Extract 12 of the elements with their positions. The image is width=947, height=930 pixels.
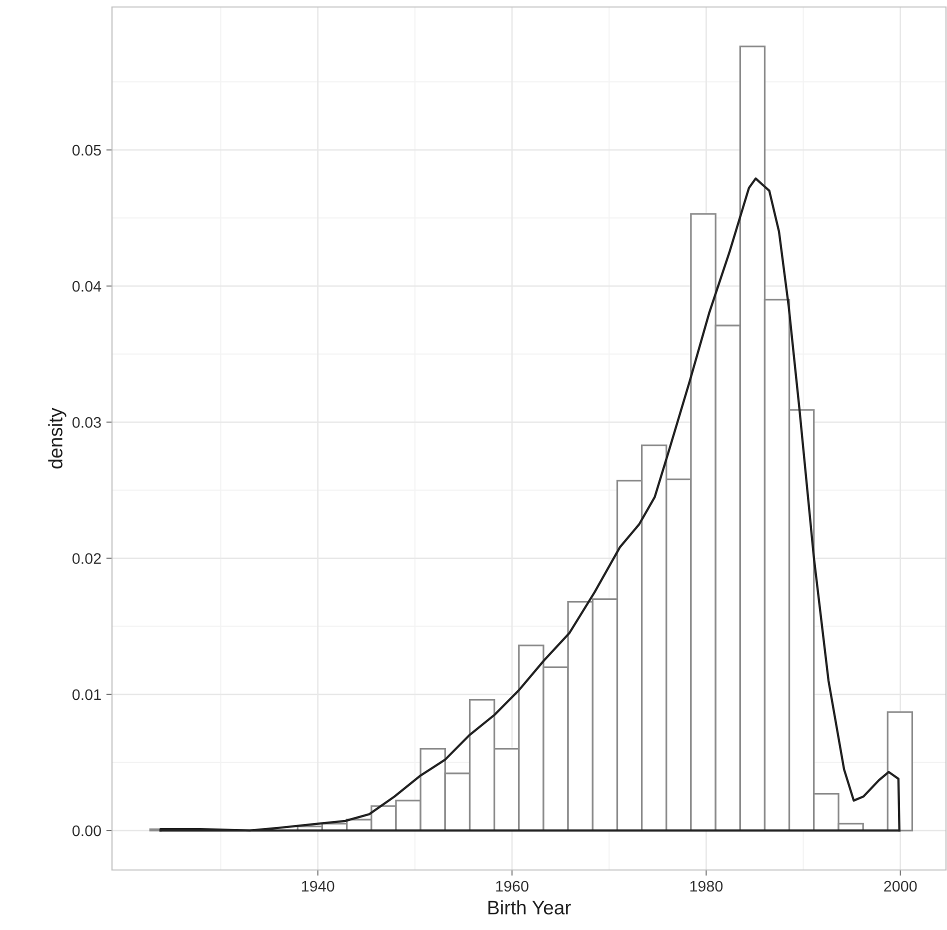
x-tick-label: 1940 [302, 880, 334, 892]
y-tick-label: 0.00 [72, 825, 101, 836]
x-axis-title: Birth Year [488, 900, 571, 914]
x-tick-label: 1980 [690, 880, 723, 892]
x-tick-label: 2000 [884, 880, 917, 892]
y-tick-label: 0.04 [72, 280, 102, 292]
y-tick-label: 0.03 [72, 417, 101, 428]
y-tick-label: 0.02 [72, 553, 101, 564]
x-tick-label: 1960 [496, 880, 528, 892]
y-tick-label: 0.01 [72, 689, 101, 700]
y-axis-title: density [48, 408, 66, 468]
y-tick-label: 0.05 [72, 144, 101, 156]
